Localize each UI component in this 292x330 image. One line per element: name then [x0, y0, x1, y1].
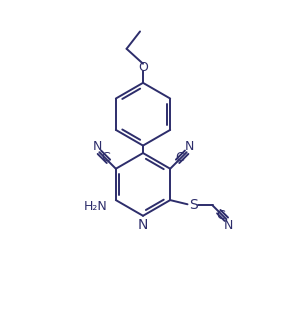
Text: C: C [175, 151, 184, 164]
Text: N: N [138, 218, 148, 232]
Text: N: N [92, 140, 102, 153]
Text: N: N [224, 219, 233, 232]
Text: N: N [184, 140, 194, 153]
Text: C: C [102, 151, 110, 164]
Text: O: O [138, 61, 148, 74]
Text: C: C [216, 209, 225, 222]
Text: S: S [189, 198, 198, 213]
Text: H₂N: H₂N [84, 200, 107, 213]
